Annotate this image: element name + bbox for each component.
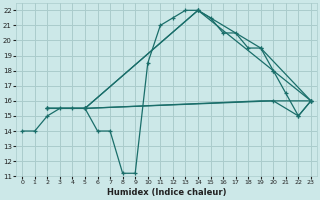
X-axis label: Humidex (Indice chaleur): Humidex (Indice chaleur): [107, 188, 226, 197]
